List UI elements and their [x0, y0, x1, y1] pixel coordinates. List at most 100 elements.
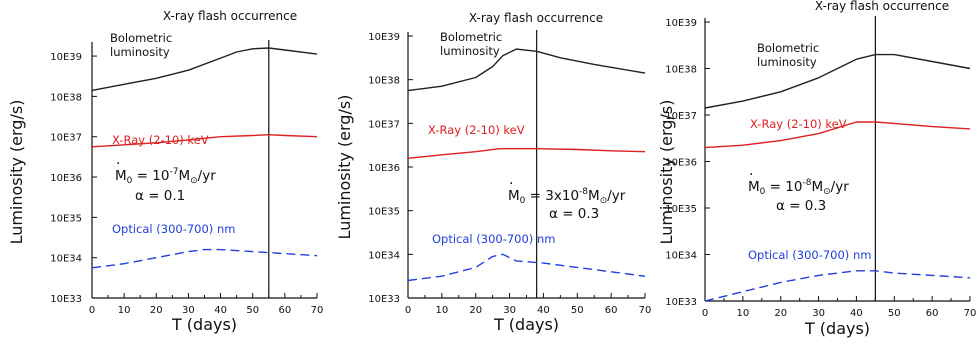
mdot-subscript: 0 — [127, 176, 133, 186]
mdot-annotation: M0 = 10-8M⊙/yr — [748, 178, 849, 197]
x-axis-label: T (days) — [171, 315, 237, 334]
flash-label: X-ray flash occurrence — [163, 9, 297, 23]
x-tick-label: 70 — [639, 305, 652, 316]
mdot-symbol: M — [748, 179, 760, 195]
x-tick-label: 0 — [89, 305, 95, 316]
optical-label: Optical (300-700) nm — [112, 222, 235, 236]
series-line-1 — [407, 48, 646, 92]
bolometric-label-line-1: Bolometric — [440, 30, 502, 44]
mdot-dot: · — [509, 176, 513, 192]
mdot-value: = 10 — [132, 168, 169, 184]
y-tick-label: 10E38 — [368, 76, 400, 87]
bolometric-label-line-2: luminosity — [110, 45, 170, 59]
mdot-value: = 3x10 — [525, 188, 579, 204]
y-axis-label: Luminosity (erg/s) — [335, 95, 354, 240]
y-tick-label: 10E33 — [50, 294, 82, 305]
series-line-3 — [407, 253, 646, 282]
y-axis-label: Luminosity (erg/s) — [657, 100, 676, 245]
bolometric-label-line-2: luminosity — [440, 44, 500, 58]
mdot-unit: M — [588, 188, 600, 204]
x-tick-label: 20 — [774, 308, 787, 319]
xray-label: X-Ray (2-10) keV — [750, 117, 847, 131]
y-tick-label: 10E37 — [665, 111, 697, 122]
mdot-symbol: M — [508, 188, 520, 204]
mdot-unit-sub: ⊙ — [600, 196, 608, 206]
y-tick-label: 10E33 — [368, 294, 400, 305]
series-line-3 — [704, 270, 971, 302]
y-tick-label: 10E34 — [665, 251, 697, 262]
y-tick-label: 10E39 — [665, 18, 697, 29]
chart-panel-1: 0 10 20 30 40 50 60 70 10E33 10E34 10E35 10E36 10E37… — [7, 9, 323, 334]
optical-label: Optical (300-700) nm — [432, 232, 555, 246]
y-tick-label: 10E36 — [368, 163, 400, 174]
y-tick-label: 10E35 — [665, 204, 697, 215]
y-tick-label: 10E38 — [665, 65, 697, 76]
x-tick-label: 10 — [118, 305, 131, 316]
mdot-symbol: M — [115, 168, 127, 184]
y-tick-label: 10E36 — [50, 173, 82, 184]
x-tick-label: 70 — [311, 305, 324, 316]
series-line-3 — [91, 248, 318, 269]
x-tick-label: 30 — [503, 305, 516, 316]
x-tick-label: 0 — [405, 305, 411, 316]
x-tick-label: 40 — [214, 305, 227, 316]
x-tick-label: 30 — [182, 305, 195, 316]
x-axis-label: T (days) — [804, 319, 870, 338]
mdot-subscript: 0 — [520, 196, 526, 206]
mdot-exponent: -8 — [802, 178, 811, 188]
series-line-1 — [91, 47, 318, 92]
y-tick-label: 10E39 — [368, 32, 400, 43]
mdot-tail: /yr — [198, 168, 217, 184]
mdot-exponent: -7 — [169, 167, 178, 177]
x-tick-label: 40 — [537, 305, 550, 316]
mdot-unit: M — [178, 168, 190, 184]
series-line-1 — [704, 53, 971, 109]
y-tick-label: 10E34 — [50, 254, 82, 265]
x-tick-label: 40 — [850, 308, 863, 319]
x-tick-label: 60 — [926, 308, 939, 319]
x-tick-label: 10 — [736, 308, 749, 319]
mdot-exponent: -8 — [579, 187, 588, 197]
y-tick-label: 10E33 — [665, 297, 697, 308]
y-tick-label: 10E38 — [50, 92, 82, 103]
bolometric-label-line-1: Bolometric — [757, 41, 819, 55]
mdot-value: = 10 — [765, 179, 802, 195]
y-tick-label: 10E37 — [368, 119, 400, 130]
xray-label: X-Ray (2-10) keV — [428, 123, 525, 137]
x-tick-label: 60 — [278, 305, 291, 316]
flash-label: X-ray flash occurrence — [815, 0, 949, 13]
xray-label: X-Ray (2-10) keV — [112, 133, 209, 147]
mdot-tail: /yr — [831, 179, 850, 195]
x-tick-label: 20 — [150, 305, 163, 316]
y-tick-label: 10E35 — [368, 207, 400, 218]
mdot-dot: · — [116, 156, 120, 172]
x-tick-label: 10 — [435, 305, 448, 316]
x-tick-label: 50 — [888, 308, 901, 319]
chart-panel-3: 0 10 20 30 40 50 60 70 10E33 10E34 10E35 10E36 10E37… — [657, 0, 976, 338]
mdot-unit-sub: ⊙ — [823, 187, 831, 197]
x-tick-label: 70 — [964, 308, 977, 319]
x-axis-label: T (days) — [493, 315, 559, 334]
mdot-annotation: M0 = 3x10-8M⊙/yr — [508, 187, 626, 206]
y-tick-label: 10E36 — [665, 158, 697, 169]
x-tick-label: 30 — [812, 308, 825, 319]
flash-label: X-ray flash occurrence — [469, 11, 603, 25]
x-tick-label: 50 — [571, 305, 584, 316]
alpha-annotation: α = 0.1 — [135, 188, 185, 204]
bolometric-label-line-1: Bolometric — [110, 31, 172, 45]
x-tick-label: 50 — [246, 305, 259, 316]
x-tick-label: 20 — [469, 305, 482, 316]
y-tick-label: 10E35 — [50, 213, 82, 224]
mdot-unit-sub: ⊙ — [190, 176, 198, 186]
mdot-unit: M — [811, 179, 823, 195]
mdot-annotation: M0 = 10-7M⊙/yr — [115, 167, 216, 186]
y-tick-label: 10E37 — [50, 133, 82, 144]
y-tick-label: 10E34 — [368, 250, 400, 261]
y-tick-label: 10E39 — [50, 52, 82, 63]
alpha-annotation: α = 0.3 — [776, 198, 826, 214]
mdot-dot: · — [749, 167, 753, 183]
mdot-subscript: 0 — [760, 187, 766, 197]
y-axis-label: Luminosity (erg/s) — [7, 100, 26, 245]
chart-panel-2: 0 10 20 30 40 50 60 70 10E33 10E34 10E35 10E36 10E37… — [335, 11, 651, 334]
